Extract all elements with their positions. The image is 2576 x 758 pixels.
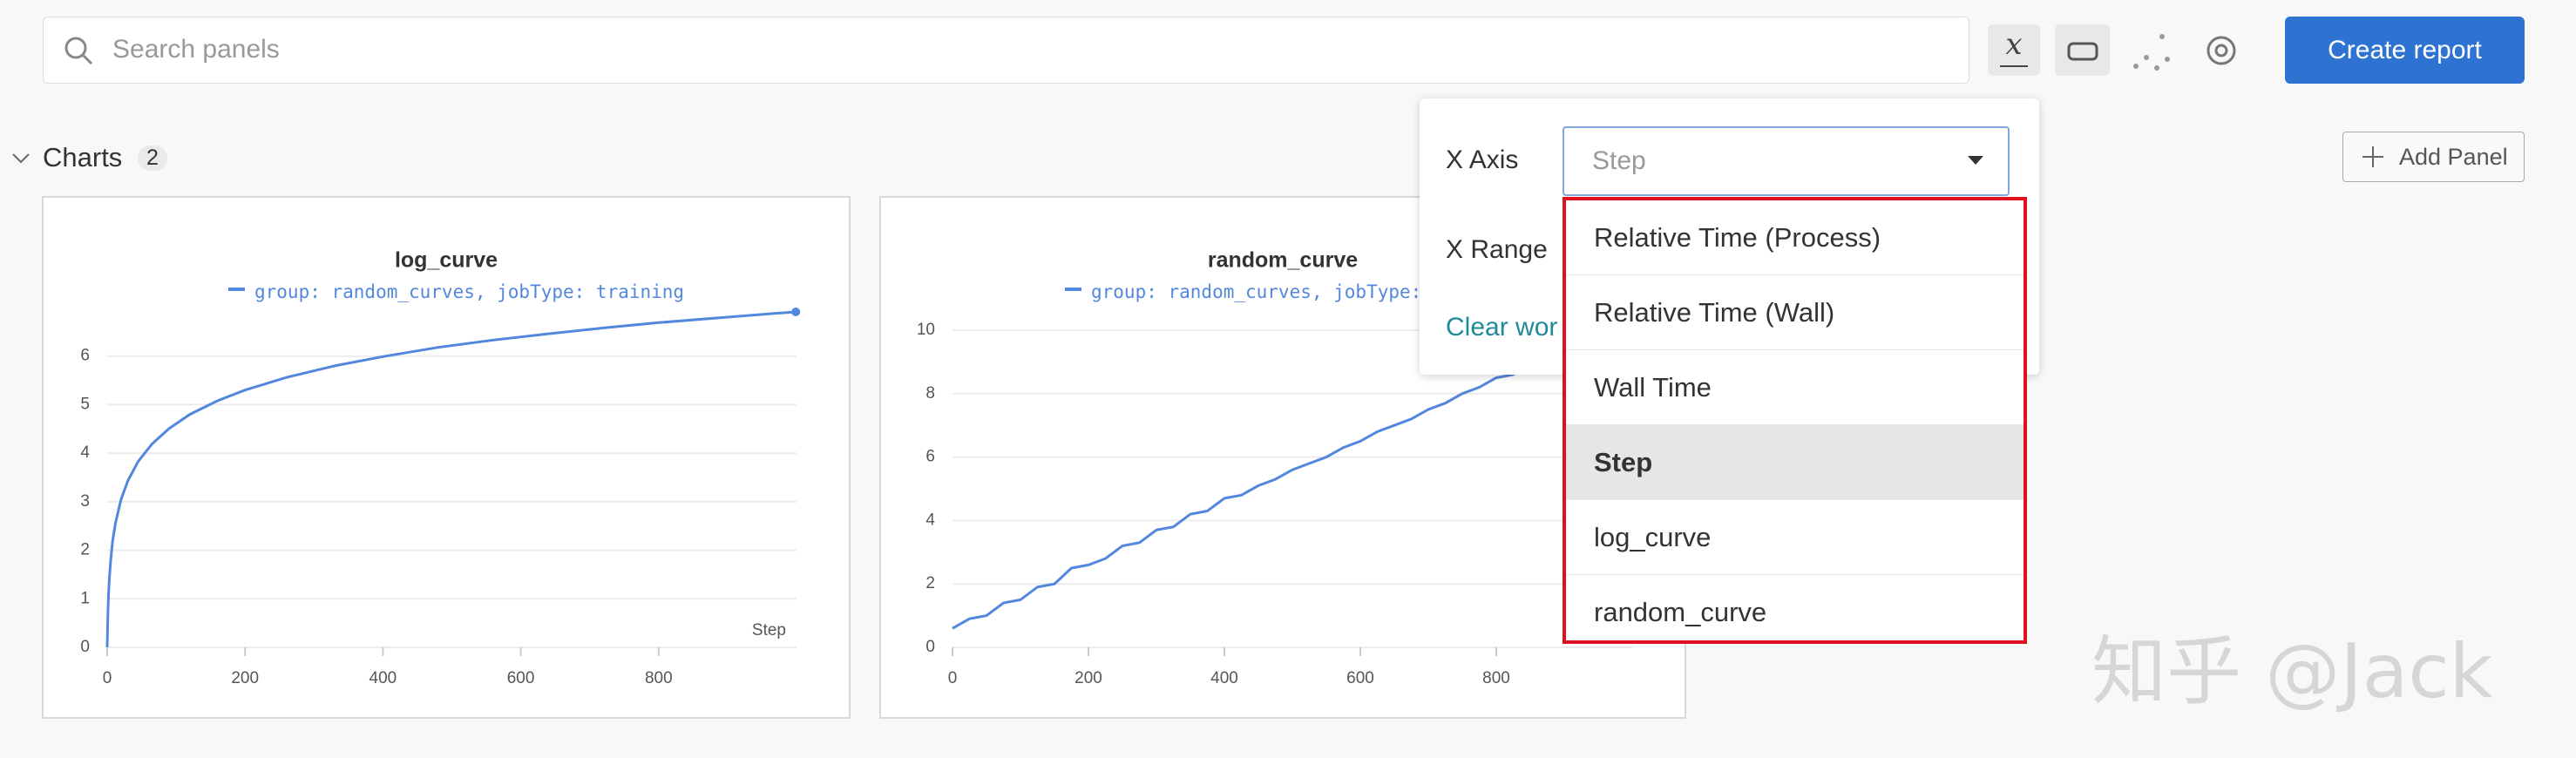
x-tick-label: 200 xyxy=(1074,669,1102,687)
series-line xyxy=(105,310,797,648)
x-axis-option[interactable]: Wall Time xyxy=(1566,350,2024,425)
x-tick-label: 0 xyxy=(948,669,958,687)
x-axis-options: Relative Time (Process) Relative Time (Wa… xyxy=(1563,197,2027,644)
dropdown-caret xyxy=(1968,156,1983,165)
y-tick-label: 0 xyxy=(80,638,90,656)
x-axis-select[interactable]: Step xyxy=(1563,126,2010,196)
y-tick-label: 0 xyxy=(925,638,935,656)
y-tick-label: 4 xyxy=(80,443,90,462)
search-placeholder: Search panels xyxy=(112,35,280,64)
x-axis-icon[interactable] xyxy=(1988,24,2040,76)
y-tick-label: 2 xyxy=(925,574,935,592)
x-tick-label: 0 xyxy=(103,669,112,687)
svg-text:x: x xyxy=(2005,27,2022,62)
watermark: 知乎 @Jack xyxy=(2091,628,2493,715)
x-axis-select-value: Step xyxy=(1592,146,1646,175)
x-axis-option[interactable]: random_curve xyxy=(1566,575,2024,640)
x-tick-label: 600 xyxy=(507,669,535,687)
x-axis-option[interactable]: Relative Time (Process) xyxy=(1566,200,2024,275)
y-tick-label: 1 xyxy=(80,589,90,607)
section-count: 2 xyxy=(138,146,167,171)
y-tick-label: 5 xyxy=(80,395,90,413)
section-title[interactable]: Charts xyxy=(43,142,123,173)
search-icon xyxy=(64,37,93,65)
panel xyxy=(42,196,851,719)
toolbar-icons: x xyxy=(1988,24,2236,76)
chart-title: log_curve xyxy=(395,248,498,273)
x-tick-label: 200 xyxy=(231,669,259,687)
x-range-label: X Range xyxy=(1446,235,1548,264)
x-tick-label: 800 xyxy=(1482,669,1510,687)
smoothing-icon[interactable] xyxy=(2055,24,2110,76)
x-axis-label: Step xyxy=(752,621,786,640)
collapse-chevron[interactable] xyxy=(10,148,31,169)
y-tick-label: 6 xyxy=(925,448,935,466)
clear-link[interactable]: Clear wor xyxy=(1446,313,1558,342)
search-box[interactable]: Search panels xyxy=(43,17,1969,84)
plus-icon xyxy=(2362,146,2383,167)
y-tick-label: 4 xyxy=(925,511,935,529)
y-tick-label: 3 xyxy=(80,492,90,511)
x-axis-option[interactable]: Step xyxy=(1566,425,2024,500)
create-report-button[interactable]: Create report xyxy=(2285,17,2525,84)
x-axis-label: X Axis xyxy=(1446,146,1519,174)
x-axis-option[interactable]: log_curve xyxy=(1566,500,2024,575)
x-tick-label: 400 xyxy=(1210,669,1238,687)
x-tick-label: 800 xyxy=(645,669,673,687)
y-tick-label: 8 xyxy=(925,384,935,403)
add-panel-label: Add Panel xyxy=(2399,144,2508,170)
add-panel-button[interactable]: Add Panel xyxy=(2342,132,2525,182)
settings-icon[interactable] xyxy=(2207,36,2236,65)
x-tick-label: 600 xyxy=(1346,669,1374,687)
y-tick-label: 6 xyxy=(80,347,90,365)
y-tick-label: 2 xyxy=(80,541,90,559)
legend-label: group: random_curves, jobType: training xyxy=(254,281,684,302)
chart-title: random_curve xyxy=(1208,248,1358,273)
x-tick-label: 400 xyxy=(369,669,397,687)
outlier-icon[interactable] xyxy=(2133,34,2170,71)
end-marker xyxy=(791,308,801,317)
x-axis-option[interactable]: Relative Time (Wall) xyxy=(1566,275,2024,350)
y-tick-label: 10 xyxy=(917,321,935,339)
